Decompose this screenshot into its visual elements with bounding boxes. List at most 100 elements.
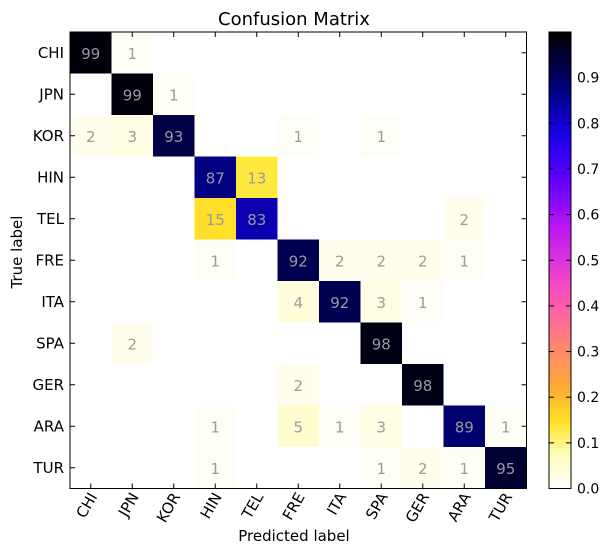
heatmap-cell <box>111 239 154 282</box>
colorbar-tick-label: 0.4 <box>577 299 599 315</box>
y-tick-label: JPN <box>38 85 64 103</box>
heatmap-cell <box>485 322 527 365</box>
cell-value-label: 2 <box>376 252 386 270</box>
heatmap-cell <box>360 32 403 74</box>
heatmap-cell <box>319 156 361 199</box>
heatmap-cell <box>70 405 112 448</box>
heatmap-cell <box>153 364 195 406</box>
cell-value-label: 5 <box>293 418 303 436</box>
colorbar-tick-label: 0.8 <box>577 116 599 132</box>
heatmap-cell <box>360 364 403 406</box>
heatmap-cell <box>277 405 320 448</box>
cell-value-label: 15 <box>206 211 225 229</box>
heatmap-cell <box>485 364 527 406</box>
cell-value-label: 2 <box>293 377 303 395</box>
y-tick-label: TUR <box>32 459 64 477</box>
heatmap-cell <box>443 322 486 365</box>
cell-value-label: 13 <box>247 169 266 187</box>
cell-value-label: 83 <box>247 211 266 229</box>
heatmap-cell <box>319 32 361 74</box>
y-tick-label: TEL <box>36 210 65 228</box>
colorbar-tick-label: 0.2 <box>577 390 599 406</box>
heatmap-cell <box>236 198 278 240</box>
cell-value-label: 1 <box>376 128 386 146</box>
heatmap-cell <box>111 281 154 323</box>
heatmap-cell <box>485 198 527 240</box>
heatmap-cell <box>153 322 195 365</box>
heatmap-cell <box>402 198 444 240</box>
cell-value-label: 1 <box>210 460 220 478</box>
heatmap-cell <box>443 73 486 116</box>
cell-value-label: 92 <box>330 294 349 312</box>
cell-value-label: 1 <box>459 460 469 478</box>
y-tick-label: KOR <box>33 127 64 145</box>
heatmap-cell <box>443 32 486 74</box>
heatmap-cell <box>402 447 444 489</box>
heatmap-cell <box>236 281 278 323</box>
heatmap-cell <box>360 198 403 240</box>
heatmap-cell <box>194 115 237 157</box>
heatmap-cell <box>402 32 444 74</box>
colorbar-tick-label: 0.3 <box>577 345 599 361</box>
heatmap-cell <box>194 364 237 406</box>
heatmap-cell <box>70 32 112 74</box>
cell-value-label: 3 <box>376 418 386 436</box>
heatmap-cell <box>360 447 403 489</box>
x-tick-label: JPN <box>114 490 142 521</box>
x-tick-label: ARA <box>444 489 475 525</box>
cell-value-label: 2 <box>418 252 428 270</box>
heatmap-cell <box>402 115 444 157</box>
y-tick-label: ITA <box>41 293 64 311</box>
cell-value-label: 1 <box>169 86 179 104</box>
heatmap-cell <box>277 281 320 323</box>
heatmap-cell <box>485 405 527 448</box>
heatmap-cell <box>111 115 154 157</box>
cell-value-label: 93 <box>164 128 183 146</box>
heatmap-cell <box>319 447 361 489</box>
heatmap-cell <box>360 73 403 116</box>
heatmap-cell <box>70 115 112 157</box>
cell-value-label: 99 <box>81 45 100 63</box>
heatmap-cell <box>319 239 361 282</box>
heatmap-cell <box>236 322 278 365</box>
heatmap-cell <box>360 115 403 157</box>
cell-value-label: 98 <box>372 335 391 353</box>
heatmap-cell <box>485 447 527 489</box>
heatmap-cell <box>277 73 320 116</box>
heatmap-cell <box>236 364 278 406</box>
chart-title: Confusion Matrix <box>218 9 370 30</box>
cell-value-label: 1 <box>335 418 345 436</box>
heatmap-cell <box>70 156 112 199</box>
heatmap-cell <box>111 73 154 116</box>
heatmap-cell <box>70 198 112 240</box>
cell-value-label: 1 <box>376 460 386 478</box>
heatmap-cell <box>319 405 361 448</box>
heatmap-cell <box>319 322 361 365</box>
x-tick-label: CHI <box>73 490 102 522</box>
x-tick-label: TEL <box>238 489 268 523</box>
heatmap-cell <box>153 281 195 323</box>
cell-value-label: 89 <box>455 418 474 436</box>
heatmap-cell <box>153 32 195 74</box>
heatmap-cell <box>153 198 195 240</box>
cell-value-label: 3 <box>376 294 386 312</box>
y-tick-label: HIN <box>37 168 64 186</box>
heatmap-cell <box>194 32 237 74</box>
cell-value-label: 1 <box>459 252 469 270</box>
cell-value-label: 1 <box>210 418 220 436</box>
heatmap-cell <box>70 322 112 365</box>
heatmap-cell <box>443 447 486 489</box>
heatmap-cell <box>402 73 444 116</box>
cell-value-label: 1 <box>210 252 220 270</box>
heatmap-cell <box>277 115 320 157</box>
heatmap-cell <box>111 447 154 489</box>
heatmap-cell <box>277 322 320 365</box>
x-tick-label: KOR <box>153 490 184 526</box>
heatmap-cell <box>360 281 403 323</box>
cell-value-label: 98 <box>413 377 432 395</box>
heatmap-cell <box>111 156 154 199</box>
heatmap-cell <box>153 156 195 199</box>
cell-value-label: 2 <box>418 460 428 478</box>
